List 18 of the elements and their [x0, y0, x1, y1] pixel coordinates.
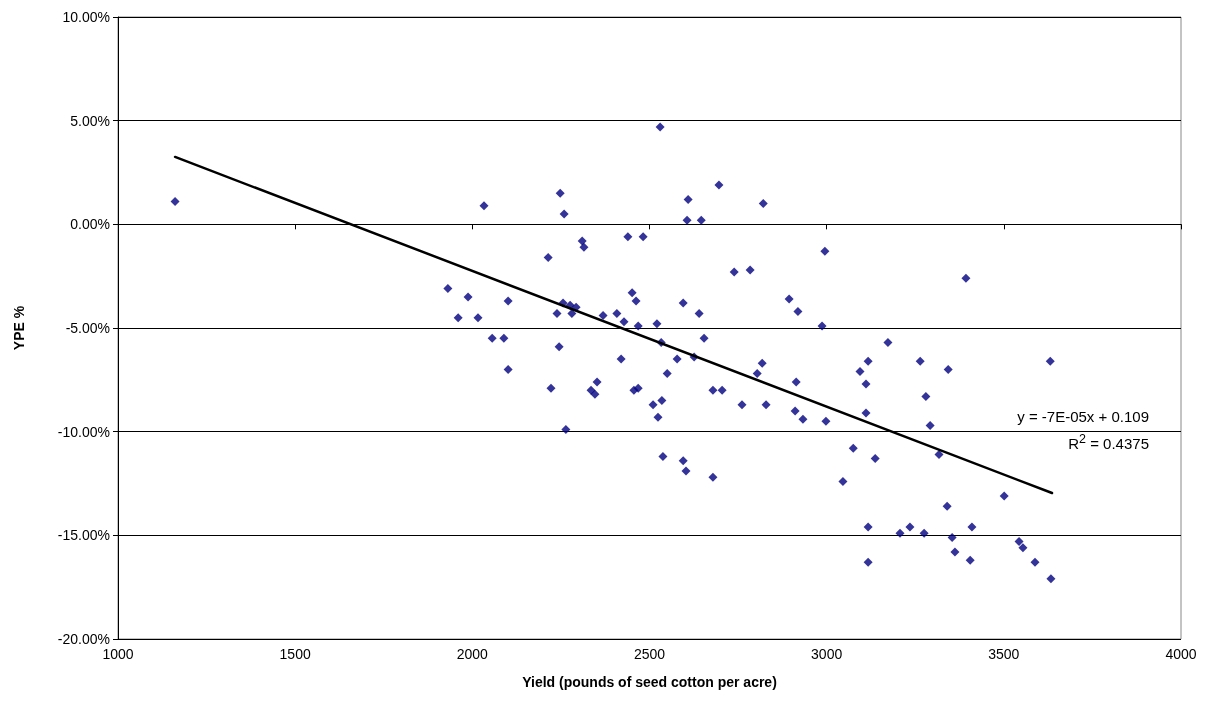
y-tick-label: -5.00% [65, 320, 110, 336]
x-tick-label: 2500 [633, 646, 666, 662]
y-axis-title: YPE % [11, 305, 27, 351]
x-tick-label: 3500 [988, 646, 1020, 662]
y-tick-label: 10.00% [62, 9, 110, 25]
x-tick-label: 1500 [279, 646, 311, 662]
x-axis-title: Yield (pounds of seed cotton per acre) [522, 674, 777, 690]
x-tick-label: 1000 [102, 646, 134, 662]
y-tick-label: -20.00% [57, 631, 110, 647]
x-tick-label: 3000 [811, 646, 843, 662]
x-tick-label: 2000 [456, 646, 489, 662]
annotation: y = -7E-05x + 0.109 [1017, 408, 1149, 426]
x-tick-label: 4000 [1165, 646, 1197, 662]
annotation: R$^{2}$ = 0.4375 [1068, 431, 1149, 453]
y-tick-label: -15.00% [57, 527, 110, 544]
y-tick-label: 0.00% [70, 216, 110, 233]
y-tick-label: -10.00% [57, 423, 110, 440]
y-tick-label: 5.00% [70, 112, 110, 129]
